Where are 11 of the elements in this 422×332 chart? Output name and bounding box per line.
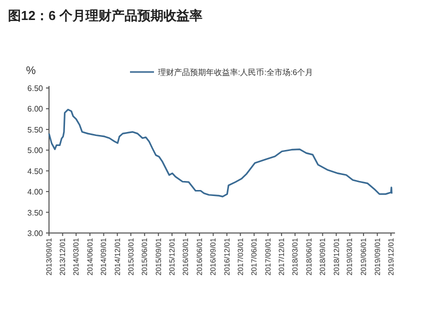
y-tick-label: 4.00: [27, 188, 44, 197]
legend-label: 理财产品预期年收益率:人民币:全市场:6个月: [158, 68, 314, 77]
y-tick-label: 6.50: [27, 84, 44, 93]
y-tick-label: 5.00: [27, 146, 44, 156]
y-tick-label: 4.50: [27, 166, 44, 176]
y-tick-label: 6.00: [27, 104, 44, 114]
y-tick-label: 5.50: [27, 125, 44, 134]
chart-title: 图12：6 个月理财产品预期收益率: [8, 8, 202, 23]
y-tick-label: 3.50: [27, 208, 44, 218]
y-tick-label: 3.00: [27, 229, 44, 238]
y-axis-title: %: [26, 65, 36, 77]
